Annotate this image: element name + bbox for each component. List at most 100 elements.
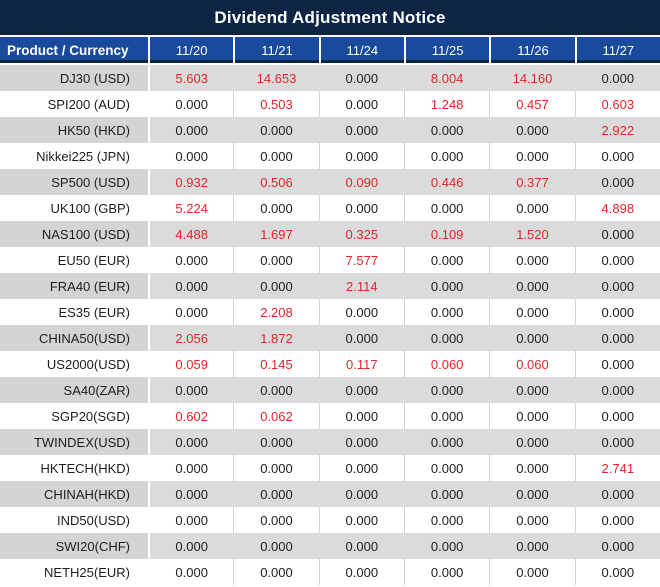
dividend-value-cell: 0.000 <box>574 377 660 403</box>
product-cell: SPI200 (AUD) <box>0 91 148 117</box>
dividend-value-cell: 0.145 <box>233 351 319 377</box>
dividend-value-cell: 0.000 <box>574 403 660 429</box>
dividend-value-cell: 0.000 <box>318 559 404 585</box>
dividend-value-cell: 0.000 <box>233 455 319 481</box>
column-header-date: 11/27 <box>574 37 660 65</box>
dividend-value-cell: 0.000 <box>148 533 234 559</box>
dividend-value-cell: 1.872 <box>233 325 319 351</box>
dividend-value-cell: 0.000 <box>574 533 660 559</box>
dividend-value-cell: 0.000 <box>148 377 234 403</box>
dividend-value-cell: 0.062 <box>233 403 319 429</box>
dividend-value-cell: 0.000 <box>148 143 234 169</box>
dividend-value-cell: 0.000 <box>318 65 404 91</box>
dividend-value-cell: 0.000 <box>489 403 575 429</box>
product-cell: SGP20(SGD) <box>0 403 148 429</box>
product-cell: US2000(USD) <box>0 351 148 377</box>
dividend-value-cell: 0.000 <box>574 273 660 299</box>
dividend-value-cell: 0.000 <box>318 117 404 143</box>
dividend-value-cell: 0.000 <box>318 325 404 351</box>
dividend-value-cell: 0.000 <box>489 377 575 403</box>
product-cell: TWINDEX(USD) <box>0 429 148 455</box>
dividend-value-cell: 0.000 <box>489 533 575 559</box>
dividend-value-cell: 0.000 <box>489 325 575 351</box>
dividend-value-cell: 0.000 <box>148 247 234 273</box>
product-cell: IND50(USD) <box>0 507 148 533</box>
product-cell: CHINA50(USD) <box>0 325 148 351</box>
table-row: CHINA50(USD) 2.056 1.872 0.000 0.000 0.000 0.0… <box>0 325 660 351</box>
dividend-value-cell: 0.000 <box>318 143 404 169</box>
dividend-value-cell: 0.060 <box>403 351 490 377</box>
dividend-value-cell: 0.000 <box>574 169 660 195</box>
table-row: SGP20(SGD) 0.602 0.062 0.000 0.000 0.000 0.000 <box>0 403 660 429</box>
dividend-value-cell: 0.000 <box>403 455 490 481</box>
dividend-value-cell: 1.697 <box>233 221 319 247</box>
dividend-value-cell: 0.000 <box>574 65 660 91</box>
dividend-value-cell: 0.000 <box>489 195 575 221</box>
dividend-value-cell: 0.090 <box>318 169 404 195</box>
table-row: CHINAH(HKD) 0.000 0.000 0.000 0.000 0.000 0.00… <box>0 481 660 507</box>
dividend-value-cell: 0.000 <box>574 429 660 455</box>
dividend-value-cell: 8.004 <box>403 65 490 91</box>
product-cell: SWI20(CHF) <box>0 533 148 559</box>
dividend-value-cell: 0.000 <box>403 403 490 429</box>
product-cell: FRA40 (EUR) <box>0 273 148 299</box>
dividend-value-cell: 0.000 <box>574 507 660 533</box>
dividend-value-cell: 2.208 <box>233 299 319 325</box>
product-cell: Nikkei225 (JPN) <box>0 143 148 169</box>
dividend-value-cell: 0.000 <box>233 533 319 559</box>
dividend-value-cell: 0.000 <box>148 507 234 533</box>
dividend-value-cell: 0.000 <box>403 273 490 299</box>
dividend-value-cell: 2.922 <box>574 117 660 143</box>
dividend-value-cell: 0.000 <box>489 117 575 143</box>
table-row: HKTECH(HKD) 0.000 0.000 0.000 0.000 0.000 2.74… <box>0 455 660 481</box>
column-header-date: 11/25 <box>403 37 490 65</box>
table-row: UK100 (GBP) 5.224 0.000 0.000 0.000 0.000 4.89… <box>0 195 660 221</box>
dividend-value-cell: 0.000 <box>233 195 319 221</box>
dividend-value-cell: 0.000 <box>489 507 575 533</box>
column-header-product-currency: Product / Currency <box>0 37 148 65</box>
dividend-value-cell: 0.000 <box>574 221 660 247</box>
dividend-value-cell: 0.325 <box>318 221 404 247</box>
dividend-value-cell: 0.000 <box>318 299 404 325</box>
dividend-value-cell: 0.000 <box>318 507 404 533</box>
dividend-value-cell: 0.457 <box>489 91 575 117</box>
dividend-value-cell: 0.000 <box>574 143 660 169</box>
dividend-value-cell: 0.000 <box>489 143 575 169</box>
table-row: EU50 (EUR) 0.000 0.000 7.577 0.000 0.000 0.000 <box>0 247 660 273</box>
dividend-value-cell: 0.602 <box>148 403 234 429</box>
dividend-value-cell: 0.000 <box>489 429 575 455</box>
table-row: NAS100 (USD) 4.488 1.697 0.325 0.109 1.520 0.0… <box>0 221 660 247</box>
dividend-value-cell: 0.000 <box>233 429 319 455</box>
dividend-value-cell: 0.000 <box>233 377 319 403</box>
product-cell: CHINAH(HKD) <box>0 481 148 507</box>
dividend-value-cell: 0.377 <box>489 169 575 195</box>
dividend-value-cell: 0.000 <box>233 117 319 143</box>
table-row: TWINDEX(USD) 0.000 0.000 0.000 0.000 0.000 0.0… <box>0 429 660 455</box>
dividend-value-cell: 0.000 <box>148 299 234 325</box>
table-row: SWI20(CHF) 0.000 0.000 0.000 0.000 0.000 0.000 <box>0 533 660 559</box>
dividend-value-cell: 0.117 <box>318 351 404 377</box>
dividend-value-cell: 0.000 <box>148 117 234 143</box>
dividend-value-cell: 0.000 <box>233 143 319 169</box>
dividend-value-cell: 0.000 <box>233 559 319 585</box>
dividend-value-cell: 0.000 <box>489 299 575 325</box>
dividend-value-cell: 0.000 <box>148 559 234 585</box>
dividend-value-cell: 7.577 <box>318 247 404 273</box>
product-cell: UK100 (GBP) <box>0 195 148 221</box>
product-cell: NAS100 (USD) <box>0 221 148 247</box>
product-cell: ES35 (EUR) <box>0 299 148 325</box>
dividend-table: Product / Currency 11/20 11/21 11/24 11/25 1… <box>0 37 660 585</box>
dividend-value-cell: 0.000 <box>489 247 575 273</box>
dividend-value-cell: 0.000 <box>403 247 490 273</box>
table-row: FRA40 (EUR) 0.000 0.000 2.114 0.000 0.000 0.00… <box>0 273 660 299</box>
dividend-value-cell: 14.653 <box>233 65 319 91</box>
dividend-value-cell: 0.603 <box>574 91 660 117</box>
dividend-value-cell: 0.000 <box>403 143 490 169</box>
dividend-value-cell: 0.000 <box>403 481 490 507</box>
dividend-value-cell: 0.000 <box>403 299 490 325</box>
table-row: Nikkei225 (JPN) 0.000 0.000 0.000 0.000 0.000… <box>0 143 660 169</box>
dividend-value-cell: 5.603 <box>148 65 234 91</box>
dividend-value-cell: 0.000 <box>318 195 404 221</box>
dividend-value-cell: 0.000 <box>318 91 404 117</box>
column-header-date: 11/26 <box>489 37 575 65</box>
